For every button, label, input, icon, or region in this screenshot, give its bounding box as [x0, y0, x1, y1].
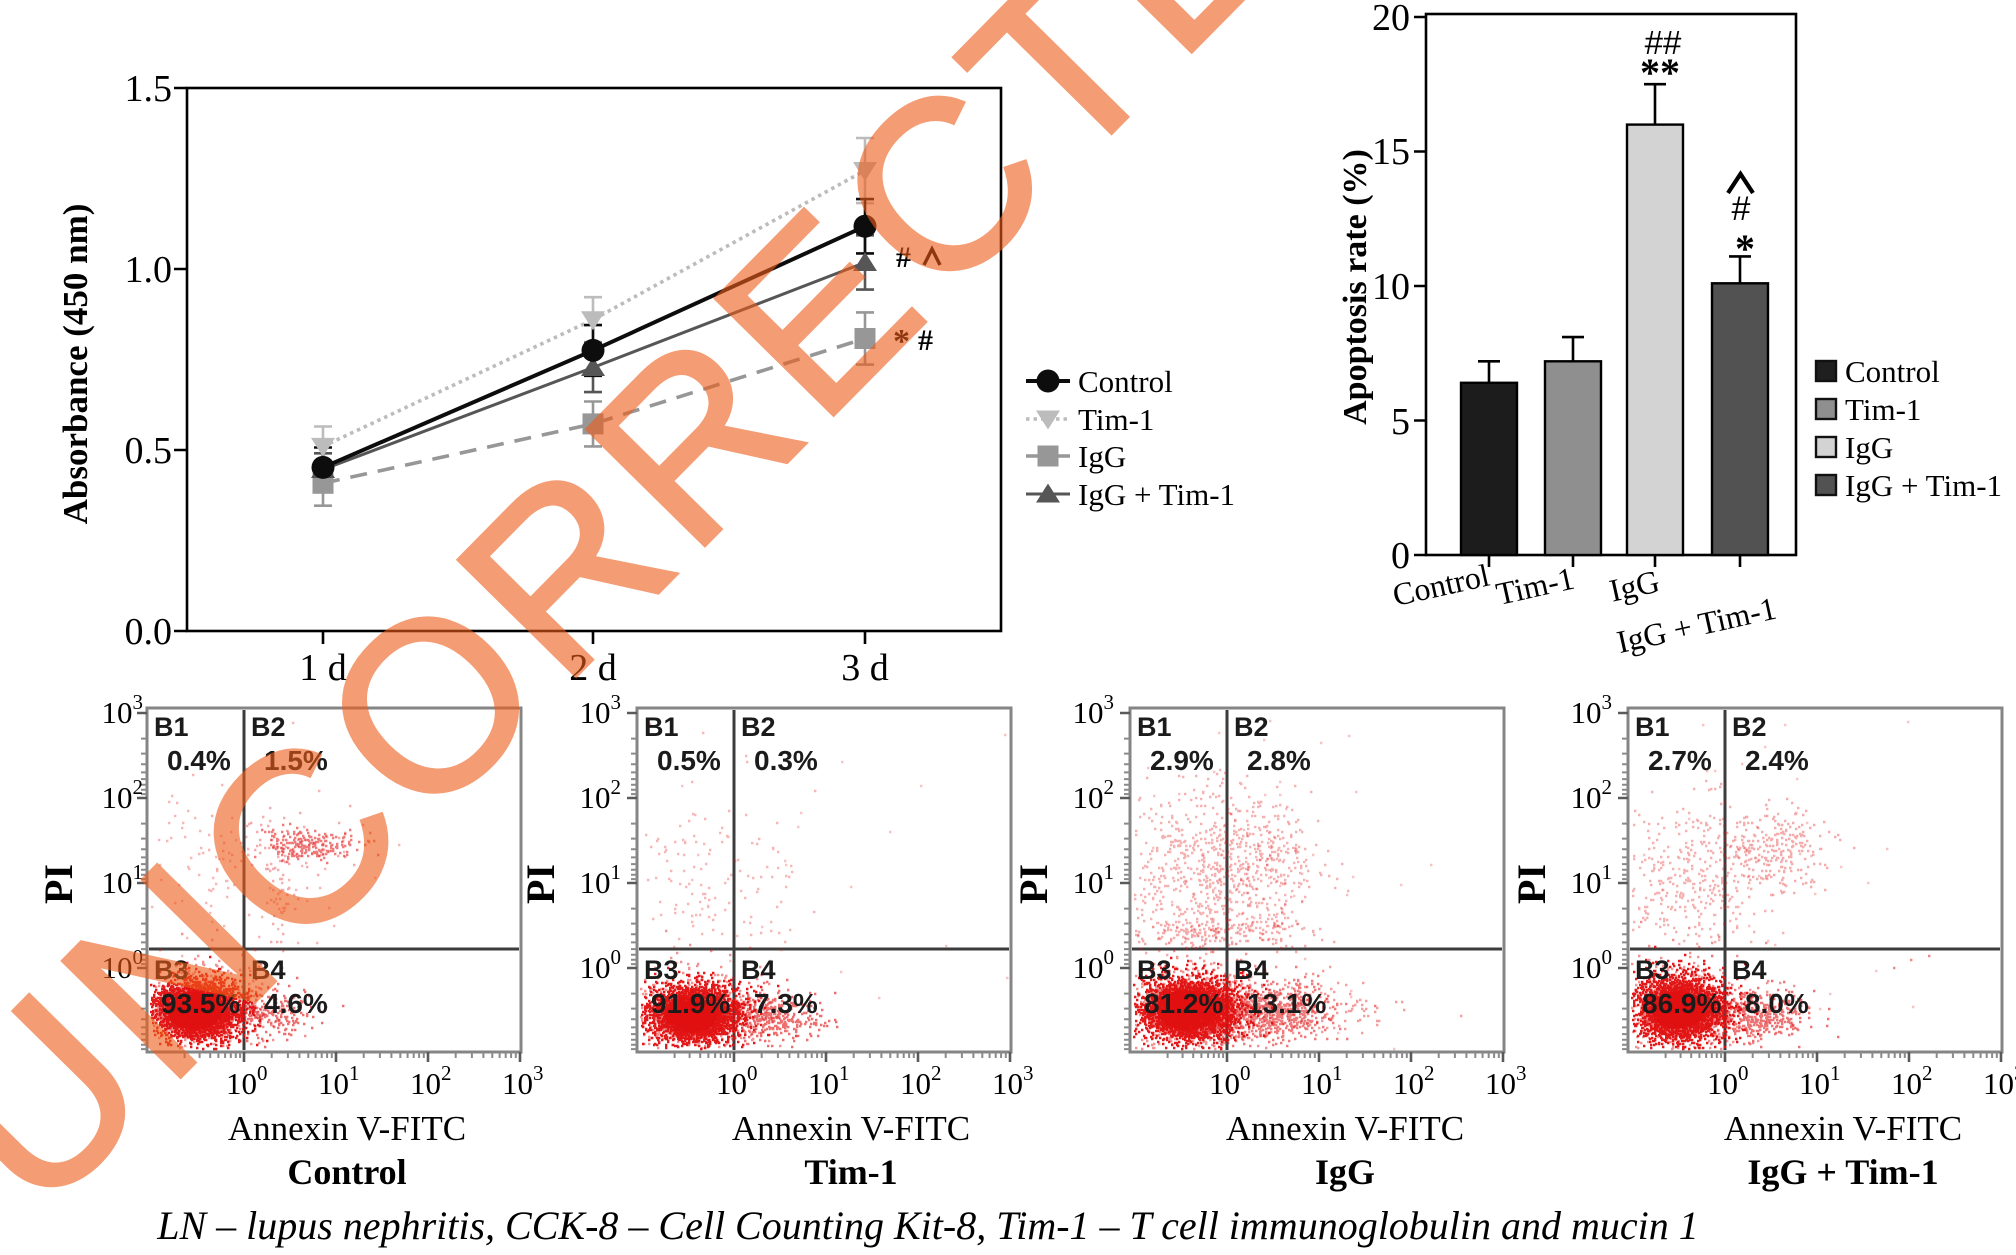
- svg-text:0: 0: [1391, 535, 1410, 577]
- svg-text:B3: B3: [154, 955, 189, 985]
- svg-text:PI: PI: [1011, 864, 1056, 904]
- svg-text:1.5: 1.5: [125, 68, 173, 110]
- svg-text:IgG: IgG: [1845, 430, 1893, 465]
- svg-text:Control: Control: [287, 1152, 406, 1192]
- svg-text:*: *: [1735, 226, 1755, 271]
- svg-text:0.4%: 0.4%: [167, 745, 231, 776]
- svg-text:Control: Control: [1078, 364, 1173, 399]
- svg-text:B2: B2: [1732, 712, 1767, 742]
- svg-text:1.0: 1.0: [125, 249, 173, 291]
- svg-text:B2: B2: [251, 712, 286, 742]
- svg-text:3 d: 3 d: [841, 647, 889, 689]
- svg-text:PI: PI: [1509, 864, 1554, 904]
- svg-text:Annexin V-FITC: Annexin V-FITC: [1226, 1109, 1464, 1148]
- svg-text:IgG: IgG: [1315, 1152, 1375, 1192]
- svg-text:Apoptosis rate (%): Apoptosis rate (%): [1337, 149, 1374, 425]
- svg-text:Annexin V-FITC: Annexin V-FITC: [732, 1109, 970, 1148]
- svg-text:B3: B3: [1635, 955, 1670, 985]
- svg-text:*: *: [893, 323, 910, 360]
- svg-text:7.3%: 7.3%: [754, 988, 818, 1019]
- svg-text:**: **: [1640, 50, 1680, 95]
- svg-text:IgG + Tim-1: IgG + Tim-1: [1747, 1152, 1938, 1192]
- svg-text:81.2%: 81.2%: [1144, 988, 1223, 1019]
- svg-text:B2: B2: [741, 712, 776, 742]
- svg-text:0.0: 0.0: [125, 611, 173, 653]
- svg-text:LN – lupus nephritis, CCK-8 –: LN – lupus nephritis, CCK-8 – Cell Count…: [156, 1203, 1699, 1248]
- svg-text:102: 102: [900, 1061, 942, 1101]
- svg-text:Control: Control: [1845, 354, 1940, 389]
- svg-text:8.0%: 8.0%: [1745, 988, 1809, 1019]
- svg-text:#: #: [1732, 190, 1751, 228]
- svg-text:2.8%: 2.8%: [1247, 745, 1311, 776]
- svg-text:B1: B1: [1635, 712, 1670, 742]
- svg-text:Absorbance (450 nm): Absorbance (450 nm): [56, 204, 95, 525]
- svg-text:Tim-1: Tim-1: [1078, 402, 1154, 437]
- svg-text:4.6%: 4.6%: [264, 988, 328, 1019]
- svg-text:B1: B1: [644, 712, 679, 742]
- svg-text:10: 10: [1372, 266, 1410, 308]
- svg-text:IgG + Tim-1: IgG + Tim-1: [1845, 468, 2002, 503]
- svg-text:15: 15: [1372, 131, 1410, 173]
- svg-text:1 d: 1 d: [299, 647, 347, 689]
- svg-text:20: 20: [1372, 0, 1410, 39]
- svg-text:2.7%: 2.7%: [1648, 745, 1712, 776]
- svg-text:91.9%: 91.9%: [651, 988, 730, 1019]
- svg-text:B4: B4: [1732, 955, 1767, 985]
- svg-text:Tim-1: Tim-1: [804, 1152, 897, 1192]
- svg-text:102: 102: [102, 775, 144, 815]
- svg-text:Annexin V-FITC: Annexin V-FITC: [228, 1109, 466, 1148]
- svg-text:B4: B4: [741, 955, 776, 985]
- svg-text:#: #: [918, 324, 933, 357]
- svg-text:103: 103: [1983, 1061, 2016, 1101]
- svg-text:B3: B3: [1137, 955, 1172, 985]
- svg-text:93.5%: 93.5%: [161, 988, 240, 1019]
- svg-text:B1: B1: [154, 712, 189, 742]
- svg-text:2 d: 2 d: [569, 647, 617, 689]
- svg-text:B1: B1: [1137, 712, 1172, 742]
- svg-text:IgG: IgG: [1078, 439, 1126, 474]
- svg-text:B4: B4: [251, 955, 286, 985]
- svg-text:Annexin V-FITC: Annexin V-FITC: [1724, 1109, 1962, 1148]
- svg-text:B4: B4: [1234, 955, 1269, 985]
- svg-text:PI: PI: [518, 864, 563, 904]
- svg-text:1.5%: 1.5%: [264, 745, 328, 776]
- svg-text:0.3%: 0.3%: [754, 745, 818, 776]
- svg-text:5: 5: [1391, 401, 1410, 443]
- svg-text:13.1%: 13.1%: [1247, 988, 1326, 1019]
- svg-text:##: ##: [1645, 24, 1682, 61]
- svg-text:B3: B3: [644, 955, 679, 985]
- svg-text:#: #: [896, 241, 911, 274]
- svg-text:2.9%: 2.9%: [1150, 745, 1214, 776]
- svg-text:2.4%: 2.4%: [1745, 745, 1809, 776]
- svg-text:0.5%: 0.5%: [657, 745, 721, 776]
- svg-text:0.5: 0.5: [125, 430, 173, 472]
- svg-text:86.9%: 86.9%: [1642, 988, 1721, 1019]
- svg-text:Tim-1: Tim-1: [1845, 392, 1921, 427]
- svg-text:PI: PI: [36, 864, 81, 904]
- svg-text:IgG + Tim-1: IgG + Tim-1: [1078, 477, 1235, 512]
- svg-text:B2: B2: [1234, 712, 1269, 742]
